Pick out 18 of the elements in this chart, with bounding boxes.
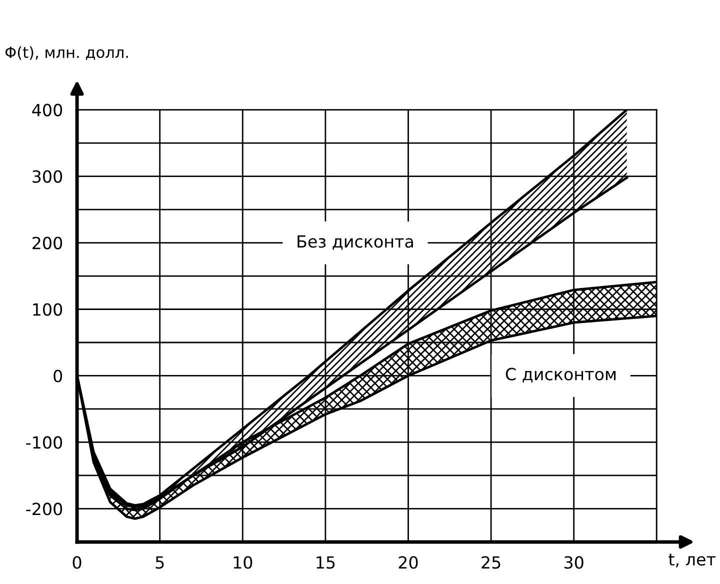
y-axis-title: Φ(t), млн. долл. xyxy=(5,46,128,60)
y-tick-label: 400 xyxy=(32,104,62,116)
x-tick-label: 0 xyxy=(72,556,82,569)
annotation: С дисконтом xyxy=(506,368,616,382)
y-tick-label: 200 xyxy=(32,236,62,250)
x-tick-label: 5 xyxy=(156,556,164,569)
y-tick-label: -100 xyxy=(26,436,62,449)
x-axis-title: t, лет xyxy=(668,554,716,568)
x-tick-label: 20 xyxy=(398,556,418,569)
y-tick-label: 100 xyxy=(33,303,62,316)
x-tick-label: 10 xyxy=(234,556,252,569)
y-tick-label: 0 xyxy=(54,370,62,382)
x-tick-label: 25 xyxy=(482,556,500,569)
y-tick-label: -200 xyxy=(26,502,62,516)
y-tick-label: 300 xyxy=(32,170,62,183)
x-tick-label: 15 xyxy=(316,556,335,569)
annotation: Без дисконта xyxy=(298,235,413,250)
x-tick-label: 30 xyxy=(564,556,584,569)
